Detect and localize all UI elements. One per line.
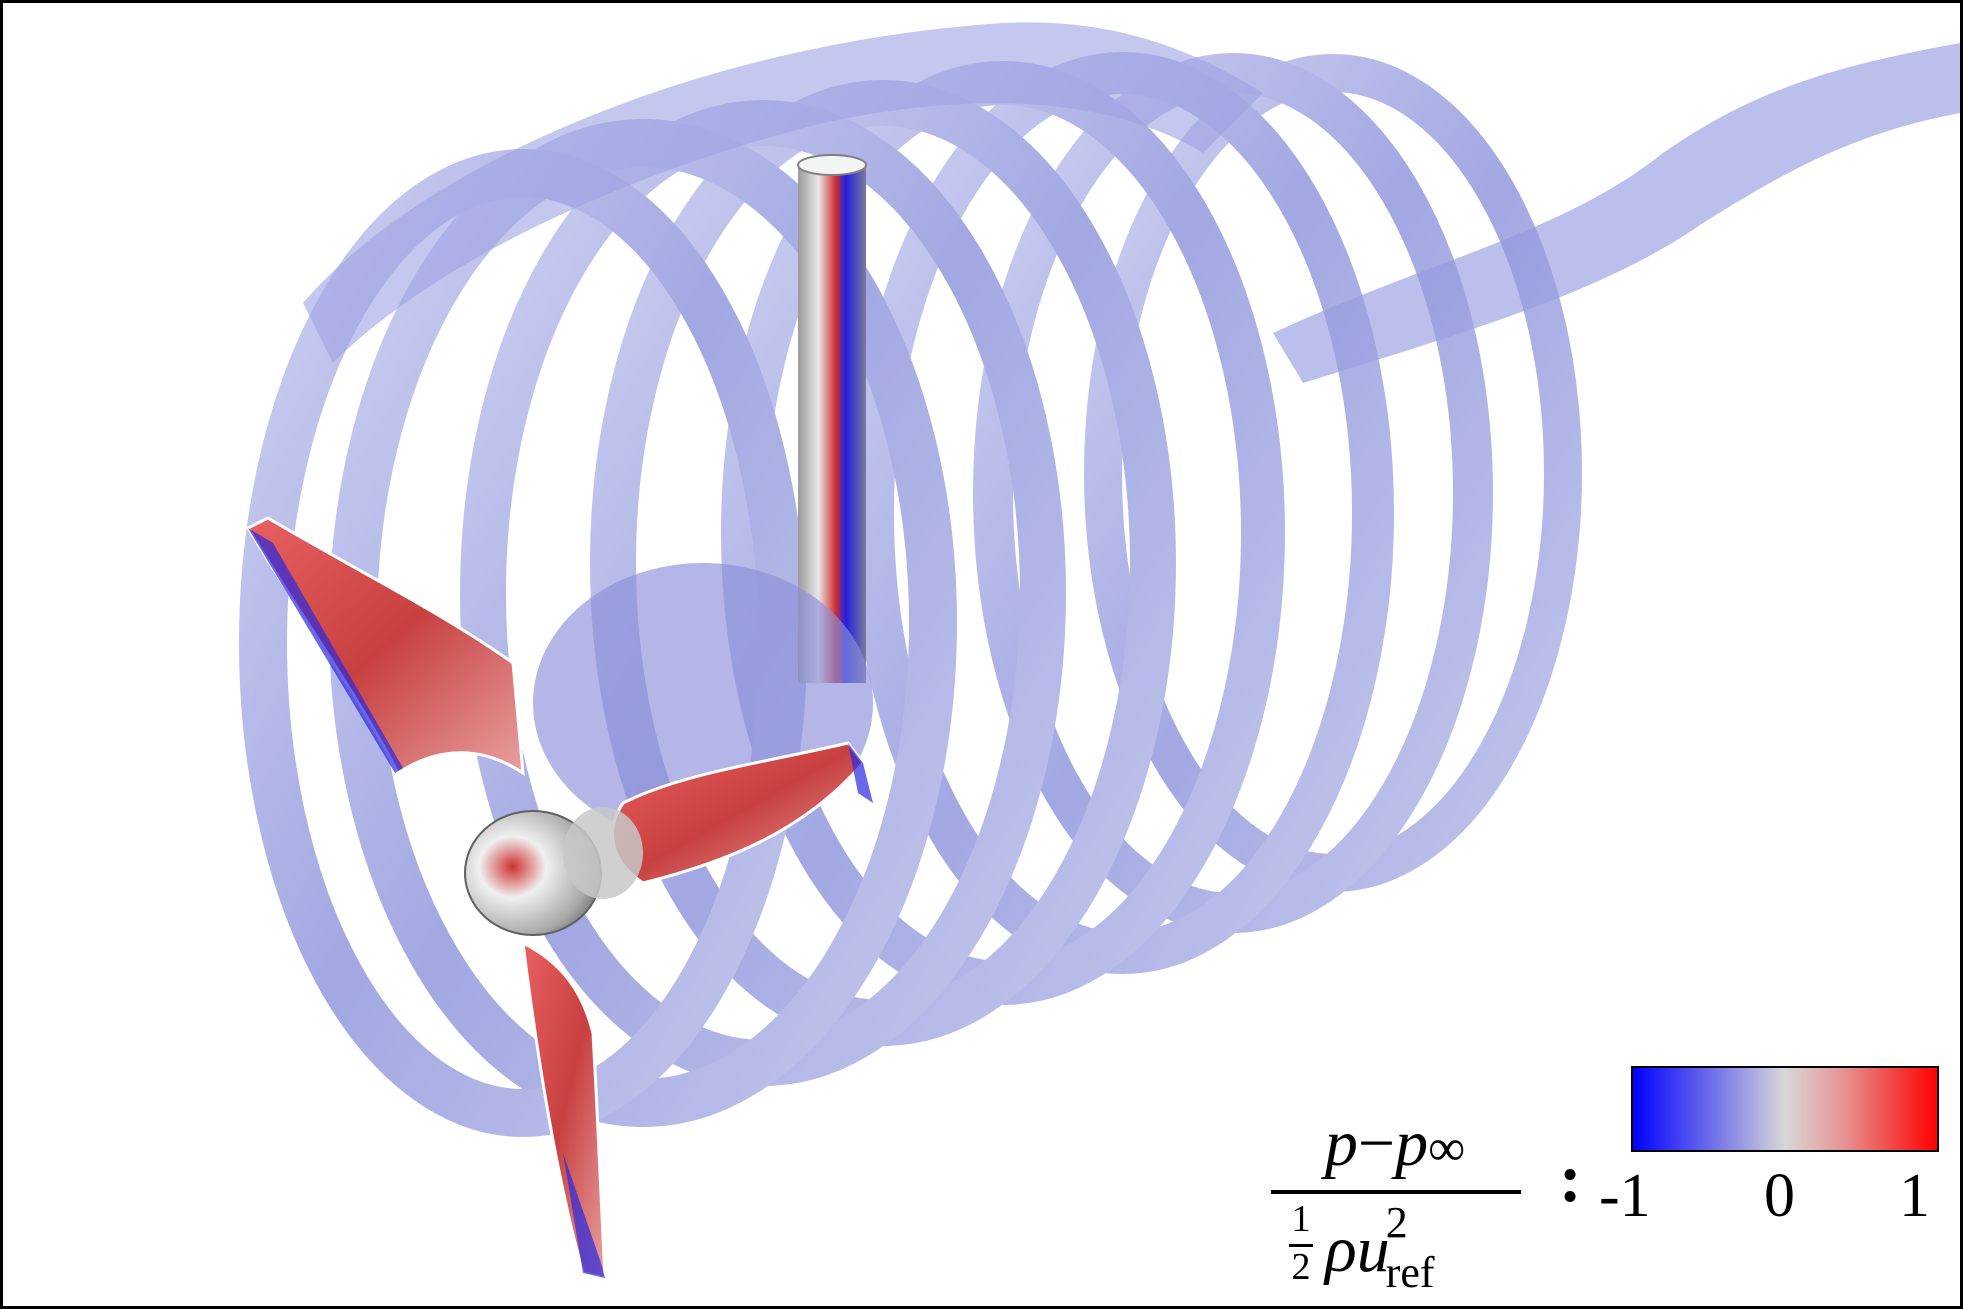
formula-numerator: p−p∞ [1265, 1111, 1525, 1182]
colorbar-tick-min: -1 [1599, 1162, 1651, 1230]
formula-half-den: 2 [1291, 1246, 1311, 1288]
colorbar-tick-mid: 0 [1764, 1162, 1795, 1230]
formula-half: 1 2 [1285, 1199, 1317, 1287]
formula-subscript: ref [1385, 1248, 1435, 1297]
upper-wake [303, 22, 1263, 364]
colorbar-tick-max: 1 [1899, 1162, 1930, 1230]
formula-p-inf: p [1395, 1107, 1429, 1180]
formula-rho-u: ρu2ref [1325, 1198, 1435, 1297]
formula-denominator: 1 2 ρu2ref [1285, 1198, 1515, 1299]
pressure-coefficient-formula: p−p∞ 1 2 ρu2ref [1265, 1111, 1525, 1301]
formula-p: p [1324, 1107, 1358, 1180]
legend-separator: : [1559, 1140, 1582, 1216]
pressure-colorbar [1631, 1066, 1939, 1152]
formula-rho: ρ [1325, 1213, 1357, 1286]
formula-infinity: ∞ [1428, 1120, 1466, 1177]
formula-exponent: 2 [1385, 1198, 1408, 1247]
formula-half-bar [1289, 1244, 1313, 1247]
formula-half-num: 1 [1291, 1198, 1311, 1240]
formula-fraction-bar [1271, 1190, 1521, 1194]
turbine-wake-scene [239, 22, 1960, 1280]
blade-lower [521, 940, 607, 1280]
formula-minus: − [1357, 1107, 1396, 1180]
formula-u: u [1356, 1213, 1390, 1286]
